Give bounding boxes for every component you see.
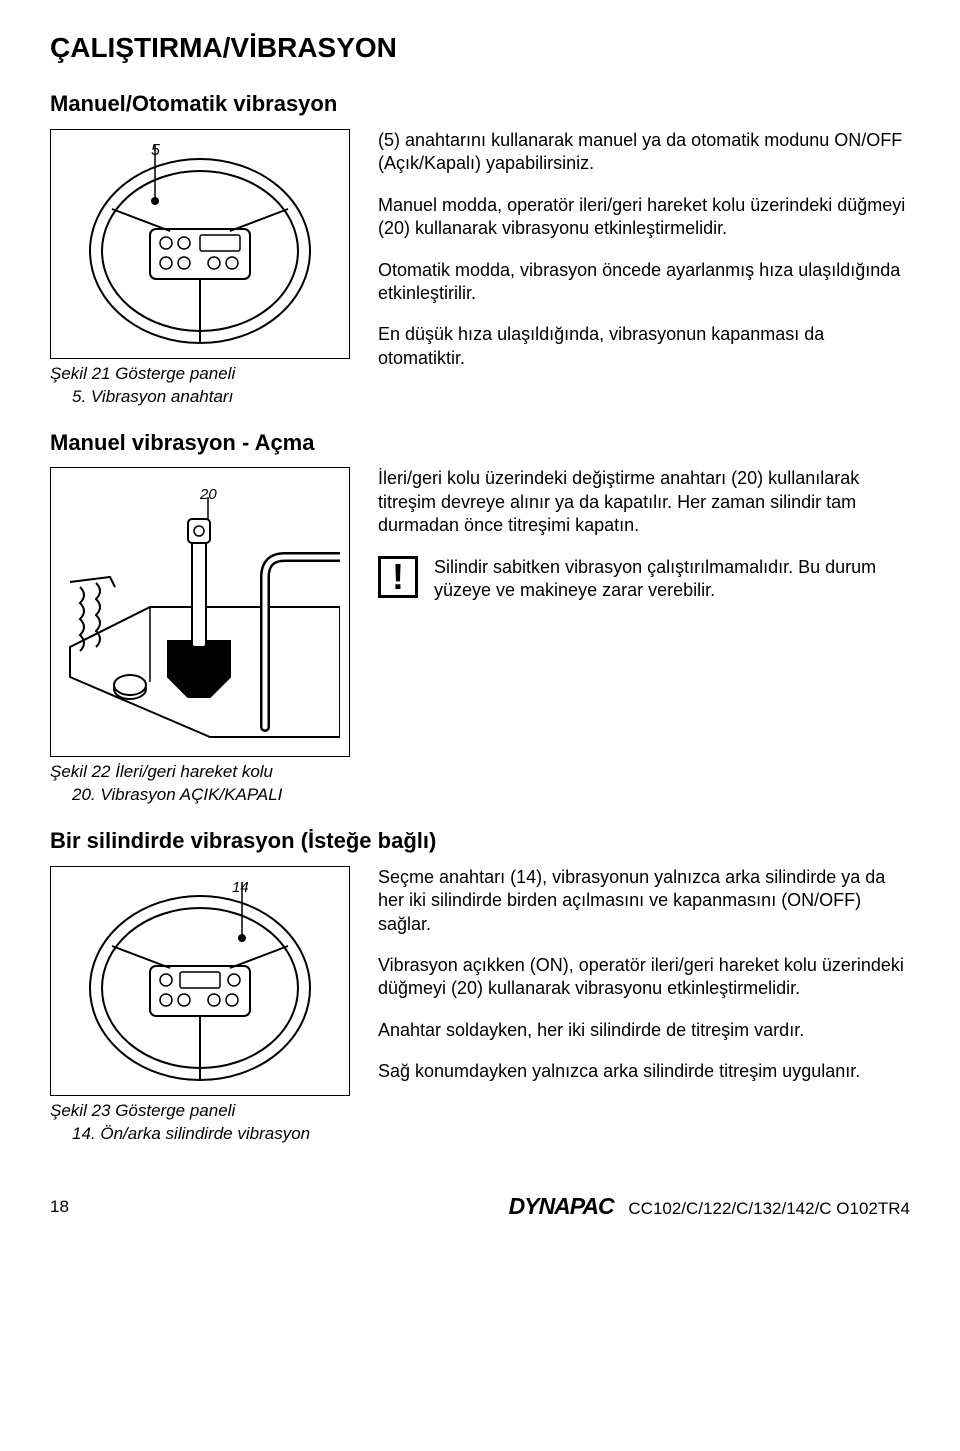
warning-icon: ! bbox=[378, 556, 418, 598]
page-title: ÇALIŞTIRMA/VİBRASYON bbox=[50, 30, 910, 66]
section2-heading: Manuel vibrasyon - Açma bbox=[50, 429, 910, 458]
s1-p3: Otomatik modda, vibrasyon öncede ayarlan… bbox=[378, 259, 910, 306]
figure3-title: Şekil 23 Gösterge paneli bbox=[50, 1101, 235, 1120]
steering-wheel-diagram-2: 14 bbox=[60, 876, 340, 1086]
footer-right: DYNAPAC CC102/C/122/C/132/142/C O102TR4 bbox=[509, 1192, 910, 1222]
figure1-col: 5 Şekil 21 Gösterge paneli 5. bbox=[50, 129, 350, 409]
figure2-caption: Şekil 22 İleri/geri hareket kolu 20. Vib… bbox=[50, 761, 350, 807]
section1-row: 5 Şekil 21 Gösterge paneli 5. bbox=[50, 129, 910, 409]
section1-heading: Manuel/Otomatik vibrasyon bbox=[50, 90, 910, 119]
s1-p2: Manuel modda, operatör ileri/geri hareke… bbox=[378, 194, 910, 241]
figure2-box: 20 bbox=[50, 467, 350, 757]
figure1-title: Şekil 21 Gösterge paneli bbox=[50, 364, 235, 383]
page-footer: 18 DYNAPAC CC102/C/122/C/132/142/C O102T… bbox=[50, 1192, 910, 1222]
warning-text: Silindir sabitken vibrasyon çalıştırılma… bbox=[434, 556, 910, 603]
lever-diagram: 20 bbox=[60, 477, 340, 747]
figure3-box: 14 bbox=[50, 866, 350, 1096]
figure3-caption: Şekil 23 Gösterge paneli 14. Ön/arka sil… bbox=[50, 1100, 350, 1146]
section2-text: İleri/geri kolu üzerindeki değiştirme an… bbox=[378, 467, 910, 807]
section2-row: 20 bbox=[50, 467, 910, 807]
figure1-sub: 5. Vibrasyon anahtarı bbox=[50, 386, 350, 409]
s3-p1: Seçme anahtarı (14), vibrasyonun yalnızc… bbox=[378, 866, 910, 936]
section3-text: Seçme anahtarı (14), vibrasyonun yalnızc… bbox=[378, 866, 910, 1146]
figure3-sub: 14. Ön/arka silindirde vibrasyon bbox=[50, 1123, 350, 1146]
section3-row: 14 Şekil 23 Gösterge paneli 14 bbox=[50, 866, 910, 1146]
callout-5: 5 bbox=[151, 142, 160, 159]
figure1-box: 5 bbox=[50, 129, 350, 359]
section1-text: (5) anahtarını kullanarak manuel ya da o… bbox=[378, 129, 910, 409]
s3-p3: Anahtar soldayken, her iki silindirde de… bbox=[378, 1019, 910, 1042]
figure2-col: 20 bbox=[50, 467, 350, 807]
s3-p2: Vibrasyon açıkken (ON), operatör ileri/g… bbox=[378, 954, 910, 1001]
steering-wheel-diagram-1: 5 bbox=[60, 139, 340, 349]
s1-p4: En düşük hıza ulaşıldığında, vibrasyonun… bbox=[378, 323, 910, 370]
figure2-title: Şekil 22 İleri/geri hareket kolu bbox=[50, 762, 273, 781]
warning-row: ! Silindir sabitken vibrasyon çalıştırıl… bbox=[378, 556, 910, 603]
figure2-sub: 20. Vibrasyon AÇIK/KAPALI bbox=[50, 784, 350, 807]
figure1-caption: Şekil 21 Gösterge paneli 5. Vibrasyon an… bbox=[50, 363, 350, 409]
s2-p1: İleri/geri kolu üzerindeki değiştirme an… bbox=[378, 467, 910, 537]
page-number: 18 bbox=[50, 1196, 69, 1218]
s1-p1: (5) anahtarını kullanarak manuel ya da o… bbox=[378, 129, 910, 176]
footer-model: CC102/C/122/C/132/142/C O102TR4 bbox=[628, 1199, 910, 1218]
figure3-col: 14 Şekil 23 Gösterge paneli 14 bbox=[50, 866, 350, 1146]
brand-logo: DYNAPAC bbox=[509, 1193, 614, 1219]
section3-heading: Bir silindirde vibrasyon (İsteğe bağlı) bbox=[50, 827, 910, 856]
callout-14: 14 bbox=[232, 879, 249, 896]
s3-p4: Sağ konumdayken yalnızca arka silindirde… bbox=[378, 1060, 910, 1083]
